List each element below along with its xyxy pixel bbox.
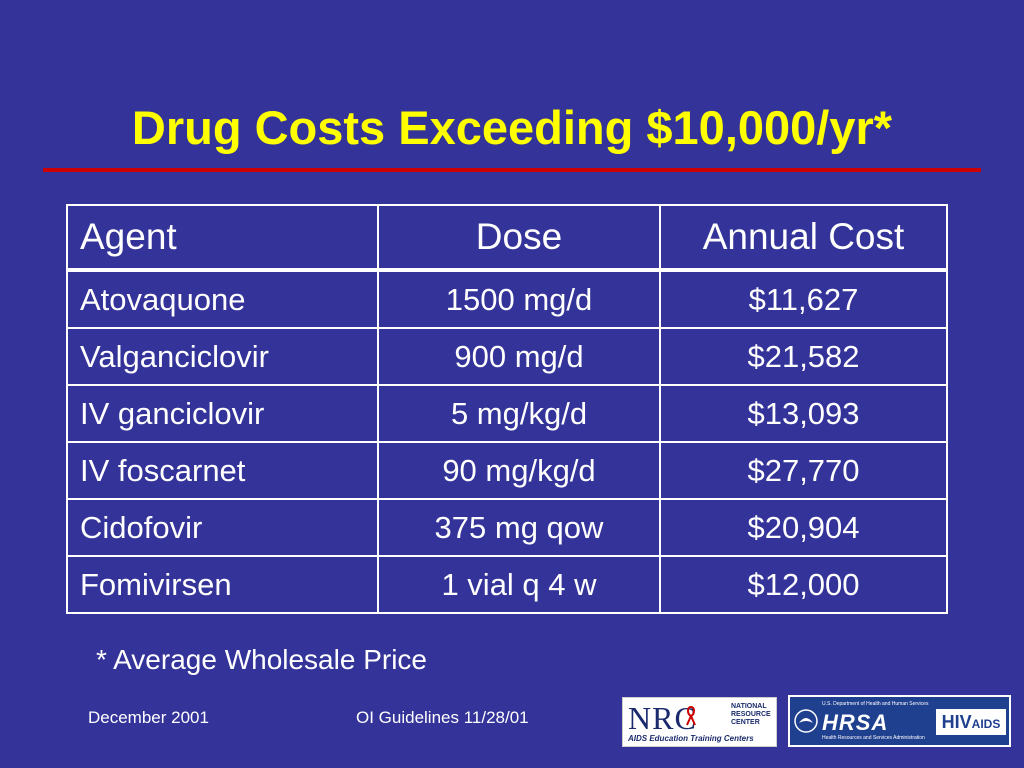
- cell-agent: Atovaquone: [66, 269, 379, 329]
- footnote: * Average Wholesale Price: [96, 644, 427, 675]
- cell-dose: 90 mg/kg/d: [377, 441, 661, 500]
- footer-guidelines: OI Guidelines 11/28/01: [356, 708, 529, 727]
- title-divider: [43, 168, 981, 172]
- cell-agent: Valganciclovir: [66, 327, 379, 386]
- nrc-line: RESOURCE: [731, 711, 771, 718]
- table-row: Cidofovir 375 mg qow $20,904: [66, 498, 948, 557]
- drug-cost-table: Agent Dose Annual Cost Atovaquone 1500 m…: [66, 204, 948, 614]
- table-header-row: Agent Dose Annual Cost: [66, 204, 948, 272]
- hivaids-badge: HIVAIDS: [936, 709, 1006, 735]
- cell-agent: Fomivirsen: [66, 555, 379, 614]
- cell-annual-cost: $21,582: [659, 327, 948, 386]
- header-annual-cost: Annual Cost: [659, 204, 948, 272]
- red-ribbon-icon: [686, 706, 696, 726]
- table-row: Fomivirsen 1 vial q 4 w $12,000: [66, 555, 948, 614]
- nrc-small-text: NATIONAL RESOURCE CENTER: [731, 703, 771, 727]
- hrsa-top-line: U.S. Department of Health and Human Serv…: [822, 701, 929, 707]
- footer-date: December 2001: [88, 708, 209, 727]
- table-row: Atovaquone 1500 mg/d $11,627: [66, 269, 948, 329]
- hrsa-bottom-line: Health Resources and Services Administra…: [822, 735, 925, 741]
- hiv-text: HIV: [941, 712, 972, 732]
- nrc-letters: NRC: [628, 700, 697, 736]
- cell-dose: 900 mg/d: [377, 327, 661, 386]
- cell-annual-cost: $12,000: [659, 555, 948, 614]
- cell-annual-cost: $11,627: [659, 269, 948, 329]
- nrc-line: NATIONAL: [731, 703, 767, 710]
- hhs-eagle-icon: [794, 709, 818, 733]
- cell-dose: 1500 mg/d: [377, 269, 661, 329]
- cell-dose: 5 mg/kg/d: [377, 384, 661, 443]
- hrsa-logo: U.S. Department of Health and Human Serv…: [788, 695, 1011, 747]
- cell-dose: 1 vial q 4 w: [377, 555, 661, 614]
- slide-title: Drug Costs Exceeding $10,000/yr*: [131, 101, 893, 154]
- table-row: IV foscarnet 90 mg/kg/d $27,770: [66, 441, 948, 500]
- hrsa-wordmark: HRSA: [822, 710, 889, 735]
- cell-annual-cost: $20,904: [659, 498, 948, 557]
- cell-agent: IV foscarnet: [66, 441, 379, 500]
- cell-agent: Cidofovir: [66, 498, 379, 557]
- cell-dose: 375 mg qow: [377, 498, 661, 557]
- aids-text: AIDS: [971, 717, 1001, 731]
- nrc-line: CENTER: [731, 719, 760, 726]
- cell-annual-cost: $27,770: [659, 441, 948, 500]
- nrc-logo: NRC NATIONAL RESOURCE CENTER AIDS Educat…: [622, 697, 777, 747]
- header-agent: Agent: [66, 204, 379, 272]
- nrc-subtitle: AIDS Education Training Centers: [628, 734, 754, 743]
- table-row: IV ganciclovir 5 mg/kg/d $13,093: [66, 384, 948, 443]
- header-dose: Dose: [377, 204, 661, 272]
- cell-annual-cost: $13,093: [659, 384, 948, 443]
- cell-agent: IV ganciclovir: [66, 384, 379, 443]
- table-row: Valganciclovir 900 mg/d $21,582: [66, 327, 948, 386]
